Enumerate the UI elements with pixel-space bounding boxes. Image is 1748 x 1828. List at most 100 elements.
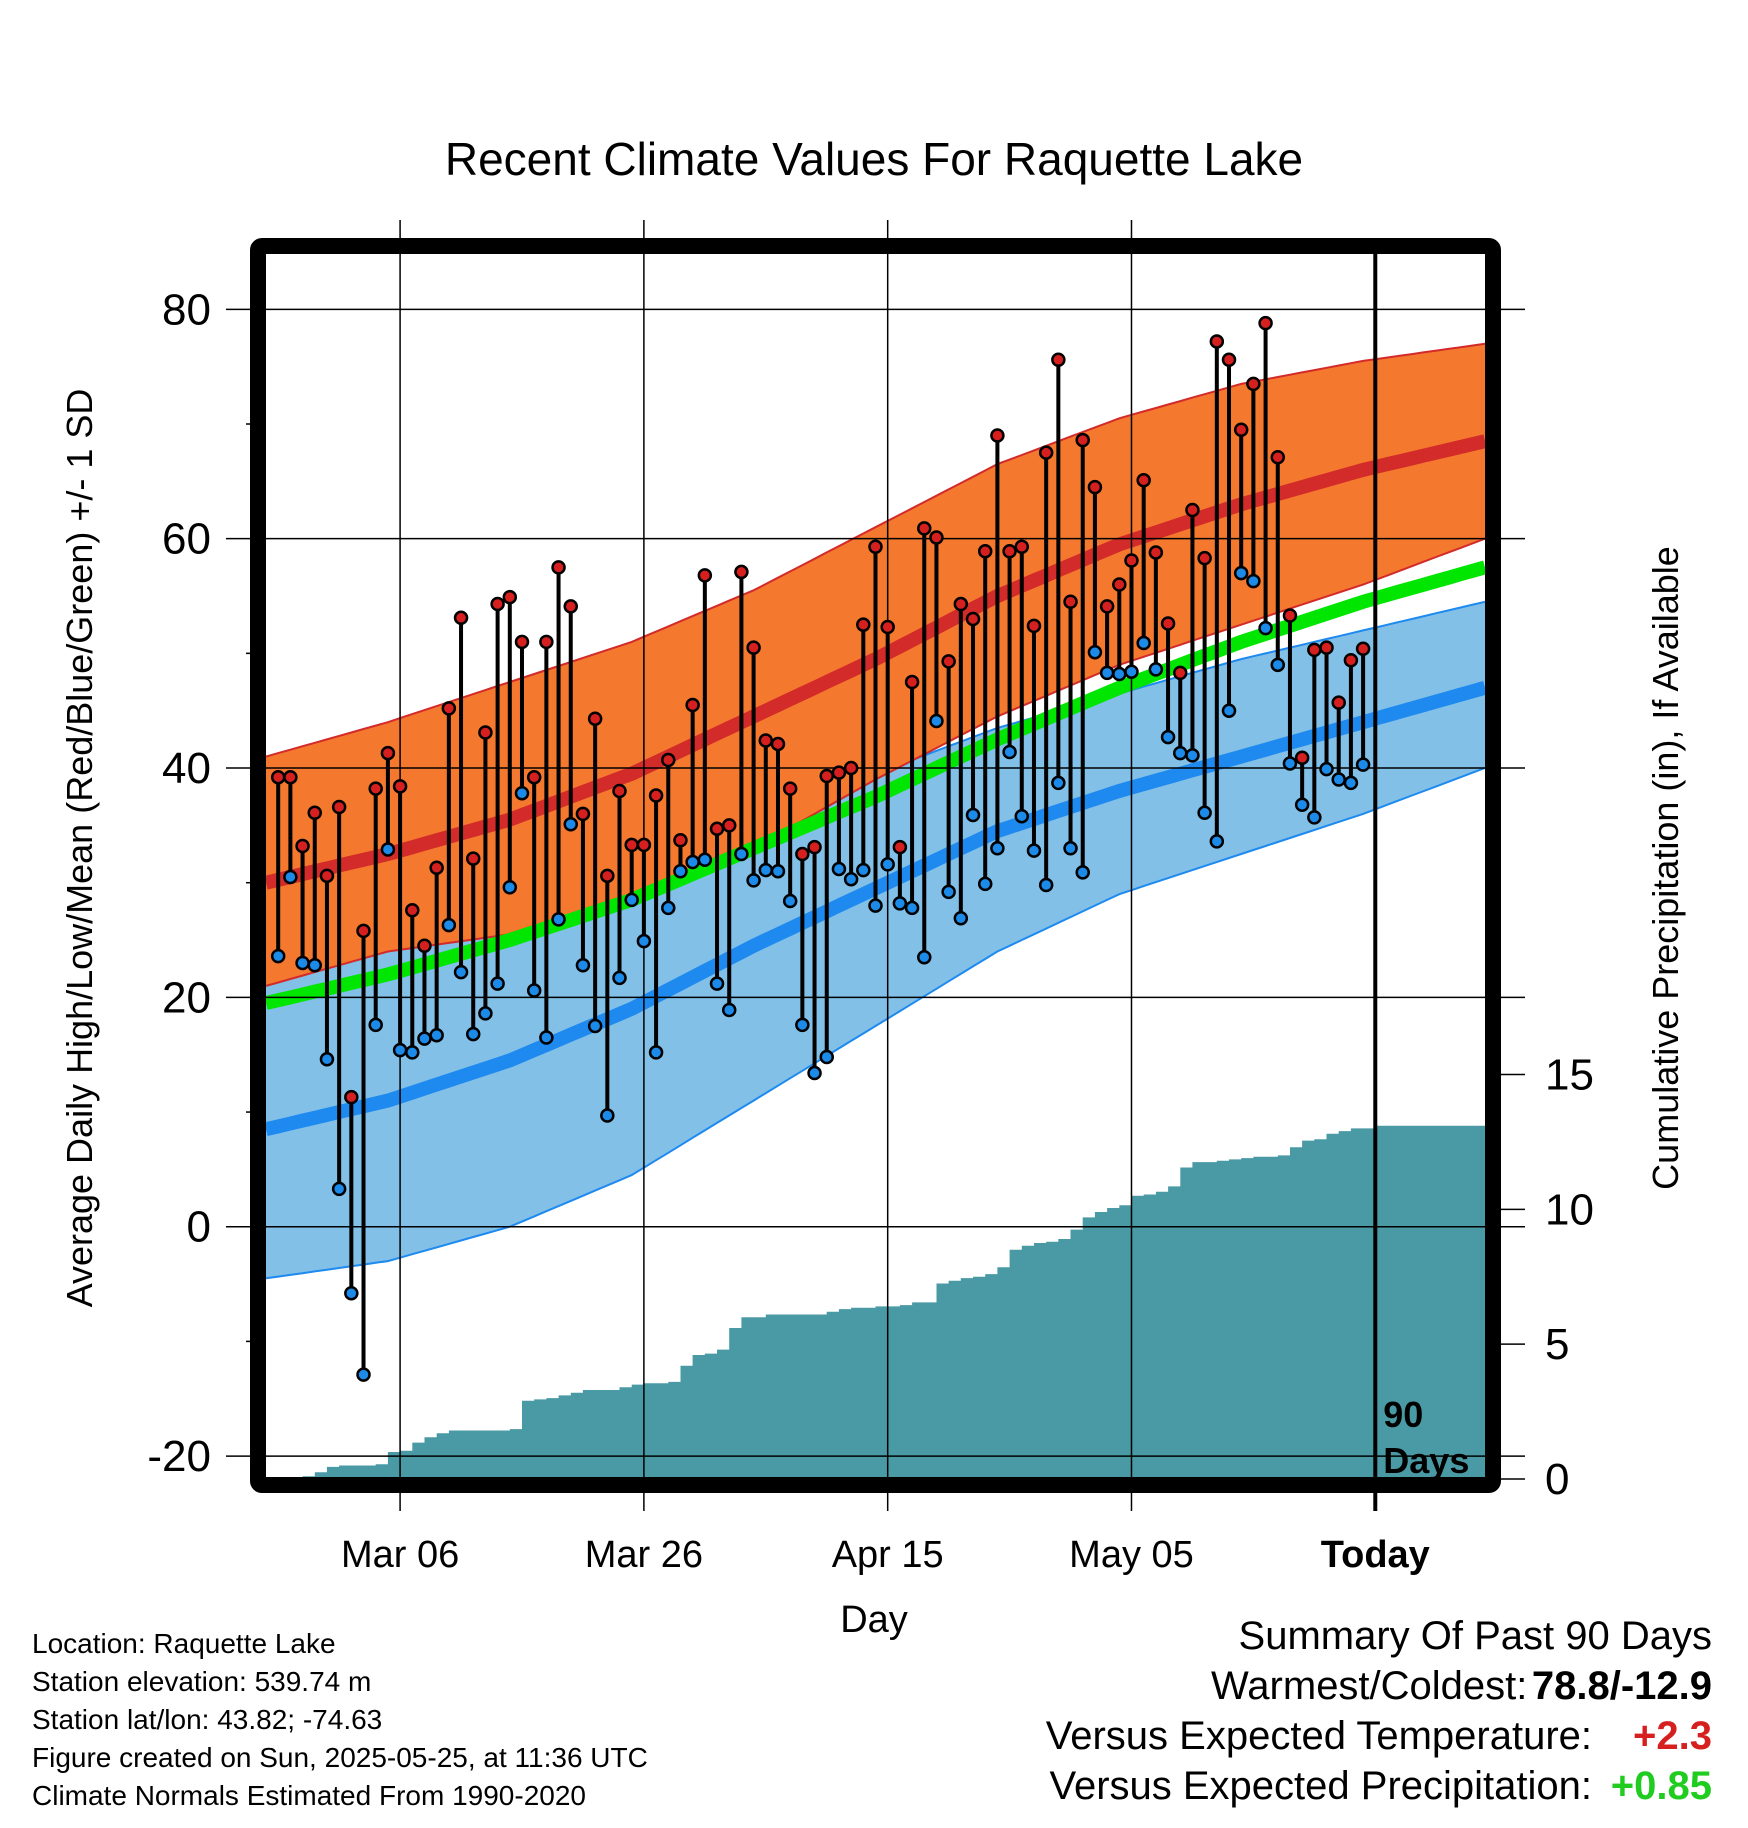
daily-low-dot bbox=[283, 869, 298, 885]
daily-low-dot bbox=[673, 863, 688, 879]
daily-high-dot bbox=[1331, 695, 1346, 710]
daily-low-dot bbox=[1002, 744, 1017, 760]
daily-high-dot bbox=[331, 799, 347, 815]
daily-low-dot bbox=[514, 786, 530, 801]
daily-high-dot bbox=[453, 610, 469, 626]
daily-high-dot bbox=[965, 611, 981, 627]
daily-high-dot bbox=[514, 634, 530, 650]
daily-low-dot bbox=[319, 1052, 335, 1067]
daily-high-dot bbox=[843, 760, 859, 776]
daily-high-dot bbox=[941, 654, 956, 669]
daily-high-dot bbox=[1063, 594, 1078, 610]
daily-high-dot bbox=[1282, 608, 1298, 623]
daily-low-dot bbox=[770, 863, 786, 879]
high-band-upper-edge bbox=[265, 342, 1486, 758]
daily-low-dot bbox=[490, 976, 505, 991]
daily-high-dot bbox=[1014, 539, 1030, 554]
daily-high-dot bbox=[673, 833, 688, 848]
daily-low-dot bbox=[429, 1027, 444, 1043]
daily-high-dot bbox=[929, 530, 944, 545]
daily-low-dot bbox=[1051, 775, 1066, 791]
daily-low-dot bbox=[1087, 644, 1103, 660]
daily-low-dot bbox=[904, 900, 920, 916]
daily-low-dot bbox=[709, 976, 725, 991]
daily-low-dot bbox=[990, 841, 1005, 856]
daily-low-dot bbox=[1209, 834, 1225, 849]
daily-low-dot bbox=[295, 955, 310, 971]
daily-low-dot bbox=[977, 876, 993, 892]
x-tick-label: Apr 15 bbox=[832, 1534, 944, 1576]
daily-low-dot bbox=[405, 1045, 420, 1060]
daily-low-dot bbox=[1014, 808, 1030, 824]
daily-low-dot bbox=[843, 872, 859, 887]
daily-high-dot bbox=[283, 769, 298, 785]
daily-low-dot bbox=[758, 862, 774, 878]
daily-low-dot bbox=[1075, 865, 1090, 880]
daily-low-dot bbox=[917, 949, 932, 965]
axes: -20 0 20 40 60 80 0 5 10 15 Mar 06 Mar 26 Apr 15 May … bbox=[147, 285, 1594, 1576]
daily-low-dot bbox=[648, 1045, 664, 1060]
daily-high-dot bbox=[1148, 545, 1164, 560]
today-days-label: Days bbox=[1383, 1440, 1469, 1481]
daily-high-dot bbox=[977, 544, 993, 559]
daily-low-dot bbox=[600, 1108, 615, 1123]
daily-high-dot bbox=[356, 923, 371, 939]
daily-high-dot bbox=[490, 596, 505, 612]
created-text: Figure created on Sun, 2025-05-25, at 11… bbox=[32, 1742, 648, 1773]
daily-low-dot bbox=[1282, 756, 1298, 771]
y-tick-label: 20 bbox=[162, 973, 211, 1022]
y-tick-label: 60 bbox=[162, 515, 211, 564]
daily-low-dot bbox=[953, 910, 969, 926]
location-text: Location: Raquette Lake bbox=[32, 1628, 336, 1659]
daily-high-dot bbox=[1221, 352, 1237, 368]
daily-low-dot bbox=[746, 873, 761, 888]
y2-tick-label: 10 bbox=[1545, 1185, 1594, 1234]
daily-high-dot bbox=[1209, 334, 1225, 349]
daily-low-dot bbox=[965, 807, 981, 823]
chart-title: Recent Climate Values For Raquette Lake bbox=[445, 133, 1303, 185]
daily-low-dot bbox=[356, 1367, 371, 1382]
daily-low-dot bbox=[441, 917, 457, 933]
precip-anomaly-value: +0.85 bbox=[1610, 1764, 1712, 1808]
daily-high-dot bbox=[319, 868, 335, 884]
daily-high-dot bbox=[685, 697, 700, 713]
temp-anomaly-value: +2.3 bbox=[1633, 1714, 1712, 1758]
daily-high-dot bbox=[1075, 432, 1090, 448]
daily-high-dot bbox=[551, 560, 566, 575]
daily-low-dot bbox=[1233, 565, 1249, 581]
daily-low-dot bbox=[478, 1006, 493, 1021]
daily-high-dot bbox=[587, 711, 603, 726]
daily-high-dot bbox=[734, 564, 749, 580]
daily-low-dot bbox=[1258, 620, 1273, 636]
plot-frame bbox=[250, 238, 1501, 1493]
daily-low-dot bbox=[795, 1017, 810, 1033]
daily-low-dot bbox=[380, 842, 396, 857]
daily-high-dot bbox=[636, 837, 652, 853]
daily-low-dot bbox=[1307, 810, 1322, 825]
daily-high-dot bbox=[795, 846, 810, 862]
daily-high-dot bbox=[831, 765, 847, 780]
daily-low-dot bbox=[1270, 657, 1286, 673]
daily-high-dot bbox=[1087, 479, 1103, 495]
daily-high-dot bbox=[1038, 445, 1054, 460]
summary-panel: Summary Of Past 90 Days Warmest/Coldest:… bbox=[1046, 1614, 1712, 1814]
y2-tick-label: 5 bbox=[1545, 1320, 1569, 1369]
daily-high-dot bbox=[709, 821, 725, 837]
daily-low-dot bbox=[465, 1026, 481, 1042]
daily-high-dot bbox=[392, 779, 408, 794]
daily-high-dot bbox=[953, 596, 969, 612]
y-tick-label: 80 bbox=[162, 285, 211, 334]
daily-high-dot bbox=[1319, 640, 1334, 655]
daily-low-dot bbox=[636, 933, 652, 949]
elevation-text: Station elevation: 539.74 m bbox=[32, 1666, 372, 1697]
daily-high-dot bbox=[1233, 422, 1249, 437]
daily-low-dot bbox=[526, 983, 542, 998]
daily-low-dot bbox=[551, 912, 566, 927]
daily-low-dot bbox=[661, 900, 676, 916]
daily-low-dot bbox=[368, 1017, 383, 1033]
daily-high-dot bbox=[417, 938, 432, 954]
daily-low-dot bbox=[1197, 805, 1212, 821]
warm-cold-label: Warmest/Coldest: bbox=[1211, 1664, 1528, 1708]
daily-low-dot bbox=[1160, 729, 1176, 745]
daily-high-dot bbox=[721, 818, 737, 833]
